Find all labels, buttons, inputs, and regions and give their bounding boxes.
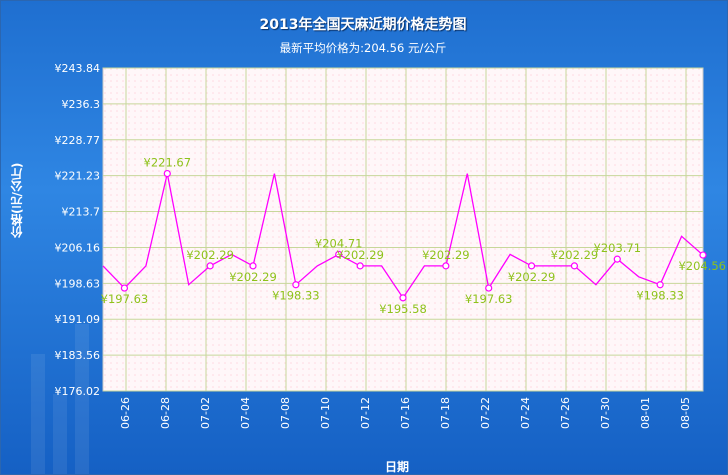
chart-subtitle: 最新平均价格为:204.56 元/公斤 [279, 41, 447, 55]
y-tick-label: ¥198.63 [55, 277, 101, 290]
data-point [206, 262, 214, 270]
x-tick-label: 07-24 [519, 397, 532, 429]
x-tick-label: 06-26 [119, 397, 132, 429]
data-label: ¥197.63 [465, 292, 513, 306]
data-label: ¥202.29 [336, 248, 384, 262]
data-label: ¥198.33 [272, 289, 320, 303]
data-label: ¥221.67 [144, 156, 192, 170]
data-point [292, 281, 300, 289]
y-tick-label: ¥213.7 [62, 206, 101, 219]
y-tick-label: ¥236.3 [62, 98, 101, 111]
x-tick-label: 07-30 [599, 397, 612, 429]
y-tick-label: ¥221.23 [55, 170, 101, 183]
x-tick-label: 07-12 [359, 397, 372, 429]
data-point [163, 169, 171, 178]
data-label: ¥195.58 [379, 302, 427, 316]
x-tick-label: 08-05 [679, 397, 692, 429]
data-point [570, 262, 579, 270]
y-tick-label: ¥183.56 [55, 349, 101, 362]
data-label: ¥202.29 [508, 270, 556, 284]
data-label: ¥204.71 [315, 236, 363, 250]
data-labels: ¥197.63 ¥221.67 ¥202.29 ¥202.29 ¥198.33 ¥204.… [101, 156, 726, 316]
data-label: ¥202.29 [229, 270, 277, 284]
data-point [699, 251, 707, 259]
x-tick-label: 07-08 [279, 397, 292, 429]
x-tick-labels: 06-26 06-28 07-02 07-04 07-08 07-10 07-12 07-16… [119, 397, 692, 429]
background-deco [75, 324, 89, 474]
data-point [120, 284, 129, 292]
data-label: ¥202.29 [551, 248, 599, 262]
x-tick-label: 07-04 [239, 397, 252, 429]
data-point [656, 281, 664, 289]
x-tick-label: 07-10 [319, 397, 332, 429]
x-tick-label: 07-26 [559, 397, 572, 429]
data-label: ¥202.29 [186, 248, 234, 262]
data-label: ¥203.71 [594, 241, 642, 255]
data-point [356, 262, 364, 270]
point-markers [120, 169, 707, 302]
grid-lines [103, 67, 703, 392]
x-tick-label: 07-16 [399, 397, 412, 429]
data-label: ¥197.63 [101, 292, 149, 306]
chart-title: 2013年全国天麻近期价格走势图 [259, 17, 467, 33]
data-point [485, 284, 493, 292]
data-point [335, 250, 343, 258]
x-tick-label: 07-22 [479, 397, 492, 429]
data-label: ¥204.56 [678, 259, 726, 273]
y-tick-label: ¥228.77 [55, 134, 101, 147]
x-tick-label: 06-28 [159, 397, 172, 429]
y-tick-label: ¥176.02 [55, 385, 101, 398]
data-point [613, 255, 621, 263]
x-tick-label: 08-01 [639, 397, 652, 429]
data-point [249, 262, 257, 270]
data-point [527, 262, 536, 270]
data-label: ¥198.33 [636, 289, 684, 303]
plot-area [102, 67, 704, 392]
data-label: ¥202.29 [422, 248, 470, 262]
y-tick-label: ¥191.09 [55, 313, 101, 326]
x-tick-label: 07-02 [199, 397, 212, 429]
data-point [442, 262, 450, 270]
x-tick-label: 07-18 [439, 397, 452, 429]
x-axis-label: 日期 [385, 460, 410, 474]
y-tick-label: ¥206.16 [55, 241, 101, 254]
y-tick-labels: ¥243.84 ¥236.3 ¥228.77 ¥221.23 ¥213.7 ¥206.16… [55, 62, 101, 398]
y-tick-label: ¥243.84 [55, 62, 101, 75]
background-deco [53, 394, 67, 474]
background-deco [31, 354, 45, 474]
data-point [399, 294, 407, 302]
